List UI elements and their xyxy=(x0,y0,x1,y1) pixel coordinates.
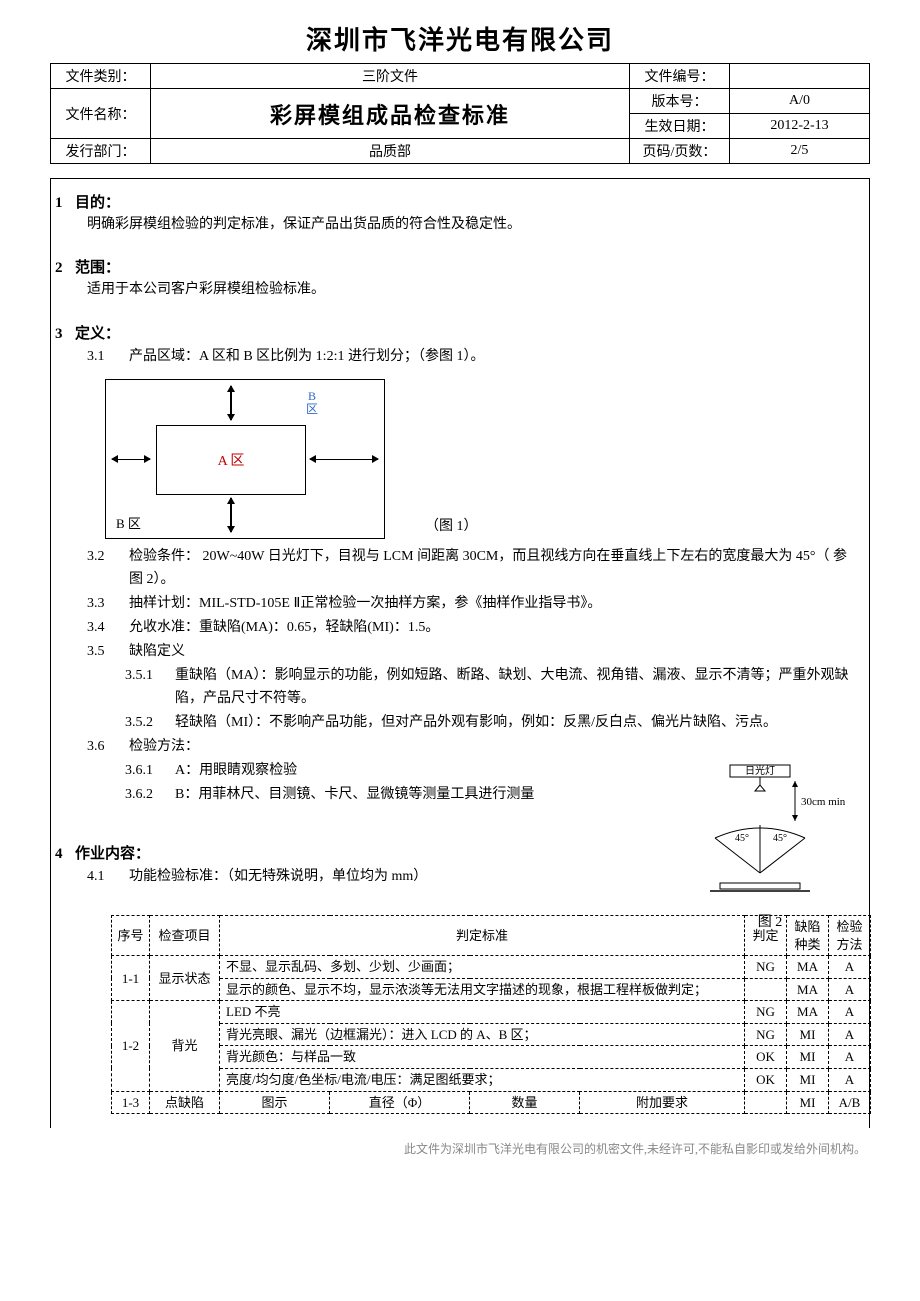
figure-1: A 区 B 区 B 区 （图 1） xyxy=(105,379,869,539)
i41-num: 4.1 xyxy=(87,865,129,889)
i351-text: 重缺陷（MA）：影响显示的功能，例如短路、断路、缺划、大电流、视角错、漏液、显示… xyxy=(175,664,849,712)
r13-cc1: 直径（Φ） xyxy=(330,1091,470,1114)
s2-num: 2 xyxy=(55,260,75,277)
r12-m1: A xyxy=(829,1023,871,1046)
r12-item: 背光 xyxy=(150,1001,220,1091)
company-name: 深圳市飞洋光电有限公司 xyxy=(50,20,870,57)
i32-num: 3.2 xyxy=(87,545,129,593)
i33-text: 抽样计划：MIL-STD-105E Ⅱ正常检验一次抽样方案，参《抽样作业指导书》… xyxy=(129,592,849,616)
r12-m0: A xyxy=(829,1001,871,1024)
s1-num: 1 xyxy=(55,195,75,212)
fig2-dist-label: 30cm min xyxy=(801,796,845,808)
figure-2: 日光灯 30cm min 45° 45° 图 2 xyxy=(695,763,845,931)
fig1-b-top-label: B 区 xyxy=(306,390,318,416)
hdr-version-label: 版本号： xyxy=(630,89,730,114)
i352-num: 3.5.2 xyxy=(125,711,175,735)
r11-seq: 1-1 xyxy=(112,956,150,1001)
r12-c2: 背光颜色：与样品一致 xyxy=(220,1046,745,1069)
r11-m1: A xyxy=(829,978,871,1001)
i32-text: 检验条件： 20W~40W 日光灯下，目视与 LCM 间距离 30CM，而且视线… xyxy=(129,545,849,593)
i31-text: 产品区域：A 区和 B 区比例为 1:2:1 进行划分；（参图 1）。 xyxy=(129,345,849,369)
r11-d1: MA xyxy=(787,978,829,1001)
i36-num: 3.6 xyxy=(87,735,129,759)
fig1-b-bot-label: B 区 xyxy=(116,513,141,532)
hdr-effdate-label: 生效日期： xyxy=(630,114,730,139)
r12-d1: MI xyxy=(787,1023,829,1046)
r12-d3: MI xyxy=(787,1068,829,1091)
r11-c0: 不显、显示乱码、多划、少划、少画面； xyxy=(220,956,745,979)
i35-text: 缺陷定义 xyxy=(129,640,849,664)
s3-num: 3 xyxy=(55,326,75,343)
hdr-doc-class-label: 文件类别： xyxy=(51,64,151,89)
hdr-doc-title: 彩屏模组成品检查标准 xyxy=(151,89,630,139)
r11-item: 显示状态 xyxy=(150,956,220,1001)
r13-item: 点缺陷 xyxy=(150,1091,220,1114)
r13-cc2: 数量 xyxy=(470,1091,580,1114)
i34-text: 允收水准：重缺陷(MA)：0.65，轻缺陷(MI)：1.5。 xyxy=(129,616,849,640)
i361-num: 3.6.1 xyxy=(125,759,175,783)
hdr-doc-no-label: 文件编号： xyxy=(630,64,730,89)
fig2-caption: 图 2 xyxy=(695,911,845,931)
fig1-caption: （图 1） xyxy=(425,515,478,535)
r11-j0: NG xyxy=(745,956,787,979)
hdr-doc-name-label: 文件名称： xyxy=(51,89,151,139)
r13-seq: 1-3 xyxy=(112,1091,150,1114)
s3-title: 定义： xyxy=(75,322,120,343)
i352-text: 轻缺陷（MI）：不影响产品功能，但对产品外观有影响，例如：反黑/反白点、偏光片缺… xyxy=(175,711,849,735)
i34-num: 3.4 xyxy=(87,616,129,640)
fig2-ang-l: 45° xyxy=(735,833,749,844)
r12-j3: OK xyxy=(745,1068,787,1091)
r13-m0: A/B xyxy=(829,1091,871,1114)
s1-body: 明确彩屏模组检验的判定标准，保证产品出货品质的符合性及稳定性。 xyxy=(87,214,849,236)
hdr-version-value: A/0 xyxy=(730,89,870,114)
th-item: 检查项目 xyxy=(150,916,220,956)
i31-num: 3.1 xyxy=(87,345,129,369)
s4-num: 4 xyxy=(55,846,75,863)
hdr-doc-no-value xyxy=(730,64,870,89)
r13-cc0: 图示 xyxy=(220,1091,330,1114)
hdr-effdate-value: 2012-2-13 xyxy=(730,114,870,139)
i362-num: 3.6.2 xyxy=(125,783,175,807)
main-content-frame: 1目的： 明确彩屏模组检验的判定标准，保证产品出货品质的符合性及稳定性。 2范围… xyxy=(50,178,870,1128)
s4-title: 作业内容： xyxy=(75,842,150,863)
r11-j1 xyxy=(745,978,787,1001)
r12-j0: NG xyxy=(745,1001,787,1024)
r12-j1: NG xyxy=(745,1023,787,1046)
r12-d2: MI xyxy=(787,1046,829,1069)
fig2-ang-r: 45° xyxy=(773,833,787,844)
hdr-doc-class-value: 三阶文件 xyxy=(151,64,630,89)
i36-text: 检验方法： xyxy=(129,735,849,759)
i351-num: 3.5.1 xyxy=(125,664,175,712)
r13-cc3: 附加要求 xyxy=(580,1091,745,1114)
th-seq: 序号 xyxy=(112,916,150,956)
r11-c1: 显示的颜色、显示不均，显示浓淡等无法用文字描述的现象，根据工程样板做判定； xyxy=(220,978,745,1001)
i35-num: 3.5 xyxy=(87,640,129,664)
th-criteria: 判定标准 xyxy=(220,916,745,956)
s2-body: 适用于本公司客户彩屏模组检验标准。 xyxy=(87,279,849,301)
hdr-issuer-label: 发行部门： xyxy=(51,139,151,164)
r13-d0: MI xyxy=(787,1091,829,1114)
hdr-page-value: 2/5 xyxy=(730,139,870,164)
r12-d0: MA xyxy=(787,1001,829,1024)
r12-c0: LED 不亮 xyxy=(220,1001,745,1024)
s1-title: 目的： xyxy=(75,191,120,212)
fig2-lamp-label: 日光灯 xyxy=(745,764,775,777)
r11-m0: A xyxy=(829,956,871,979)
r12-m2: A xyxy=(829,1046,871,1069)
r12-m3: A xyxy=(829,1068,871,1091)
i33-num: 3.3 xyxy=(87,592,129,616)
r12-c1: 背光亮眼、漏光（边框漏光）：进入 LCD 的 A、B 区； xyxy=(220,1023,745,1046)
fig1-inner-box: A 区 xyxy=(156,425,306,495)
r11-d0: MA xyxy=(787,956,829,979)
r12-j2: OK xyxy=(745,1046,787,1069)
hdr-issuer-value: 品质部 xyxy=(151,139,630,164)
r12-seq: 1-2 xyxy=(112,1001,150,1091)
footer-confidential: 此文件为深圳市飞洋光电有限公司的机密文件,未经许可,不能私自影印或发给外间机构。 xyxy=(50,1140,870,1157)
r12-c3: 亮度/均匀度/色坐标/电流/电压：满足图纸要求； xyxy=(220,1068,745,1091)
header-table: 文件类别： 三阶文件 文件编号： 文件名称： 彩屏模组成品检查标准 版本号： A… xyxy=(50,63,870,164)
hdr-page-label: 页码/页数： xyxy=(630,139,730,164)
r13-j0 xyxy=(745,1091,787,1114)
inspection-table: 序号 检查项目 判定标准 判定 缺陷种类 检验方法 1-1 显示状态 不显、显示… xyxy=(111,915,871,1114)
s2-title: 范围： xyxy=(75,256,120,277)
